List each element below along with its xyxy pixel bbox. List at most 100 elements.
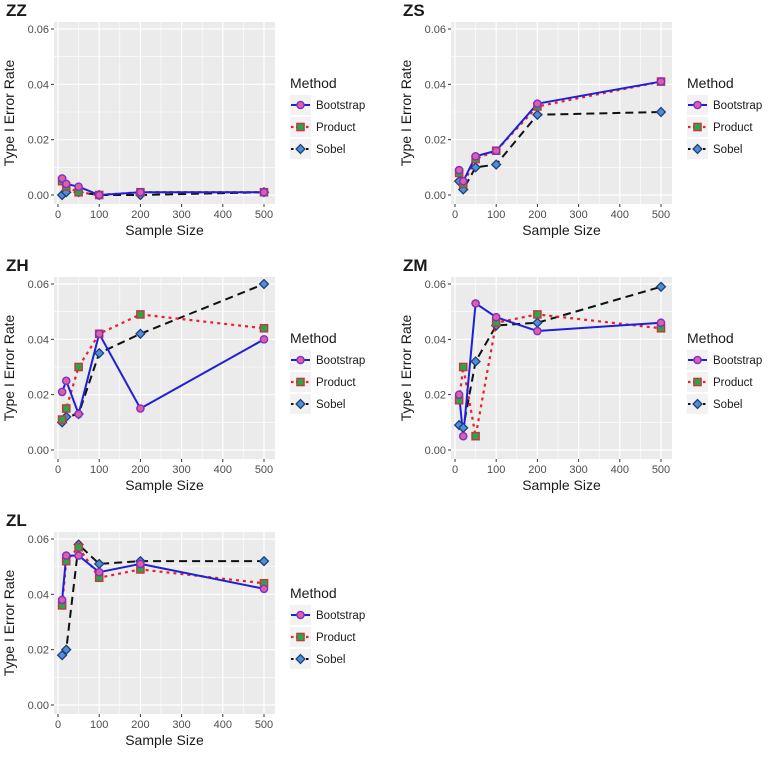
x-tick-label: 0	[452, 209, 458, 221]
legend-key-marker	[693, 122, 702, 132]
legend-key-marker	[295, 143, 306, 155]
chart-zl: ZL 0 100 200 300 400 500 0.00 0.02 0.04 0.06 Sample…	[1, 511, 365, 748]
legend-item-sobel: Sobel	[290, 394, 345, 414]
data-point-bootstrap	[94, 567, 104, 577]
legend-label: Sobel	[713, 144, 742, 156]
legend-item-sobel: Sobel	[687, 139, 742, 159]
legend-item-sobel: Sobel	[687, 394, 742, 414]
data-point-bootstrap	[61, 376, 71, 386]
data-point-bootstrap	[471, 151, 480, 161]
y-tick-label: 0.02	[28, 135, 49, 147]
legend-key-marker	[296, 100, 305, 110]
series-markers-bootstrap	[57, 329, 269, 419]
data-point-product	[533, 310, 542, 319]
data-point-bootstrap	[454, 390, 464, 399]
data-point-sobel	[490, 159, 502, 170]
legend-label: Sobel	[316, 144, 345, 156]
y-tick-label: 0.00	[28, 445, 49, 457]
y-tick-label: 0.02	[28, 645, 49, 657]
legend-key-marker	[296, 377, 305, 387]
x-tick-label: 500	[255, 719, 273, 731]
plot-background	[54, 532, 275, 714]
legend-label: Bootstrap	[713, 355, 762, 367]
legend-item-product: Product	[290, 372, 356, 392]
data-point-bootstrap	[491, 312, 501, 322]
x-tick-label: 500	[652, 464, 670, 476]
series-line-product	[61, 180, 264, 197]
data-point-sobel	[655, 281, 667, 293]
data-point-bootstrap	[136, 404, 145, 413]
x-tick-label: 400	[214, 209, 232, 221]
x-tick-label: 300	[172, 209, 190, 221]
y-tick-label: 0.06	[28, 279, 49, 291]
chart-zs: ZS 0 100 200 300 400 500 0.00 0.02 0.04 0.06 Sample…	[398, 1, 762, 238]
x-tick-label: 500	[255, 464, 273, 476]
series-markers-bootstrap	[57, 551, 269, 605]
data-point-bootstrap	[458, 431, 468, 441]
legend-item-bootstrap: Bootstrap	[290, 605, 365, 625]
data-point-bootstrap	[458, 176, 468, 186]
legend-item-sobel: Sobel	[290, 649, 345, 669]
data-point-sobel	[258, 555, 270, 567]
legend-key-marker	[692, 398, 703, 410]
legend-key-marker	[693, 100, 702, 110]
x-tick-label: 0	[55, 719, 61, 731]
y-tick-label: 0.00	[425, 190, 446, 202]
data-point-product	[136, 310, 145, 319]
x-tick-label: 300	[172, 464, 190, 476]
legend-label: Product	[713, 377, 753, 389]
legend-item-bootstrap: Bootstrap	[290, 350, 365, 370]
panel-zs: ZS 0 100 200 300 400 500 0.00 0.02 0.04 0.06 Sample…	[397, 0, 778, 250]
legend-title: Method	[687, 330, 734, 346]
legend-label: Bootstrap	[713, 100, 762, 112]
y-tick-label: 0.00	[28, 700, 49, 712]
data-point-product	[57, 415, 67, 424]
y-tick-label: 0.04	[425, 79, 446, 91]
y-tick-label: 0.04	[28, 589, 49, 601]
data-point-bootstrap	[259, 335, 269, 344]
panel-title: ZZ	[6, 1, 27, 20]
x-tick-label: 0	[55, 209, 61, 221]
data-point-sobel	[135, 328, 146, 340]
data-point-sobel	[258, 278, 270, 290]
data-point-bootstrap	[259, 187, 269, 197]
data-point-bootstrap	[74, 182, 83, 191]
data-point-sobel	[470, 356, 481, 367]
y-tick-label: 0.02	[28, 390, 49, 402]
legend-key-marker	[296, 610, 305, 620]
legend-label: Sobel	[316, 654, 345, 666]
y-axis-label: Type I Error Rate	[1, 59, 17, 166]
chart-zz: ZZ 0 100 200 300 400 500 0.00 0.02 0.04 0.06 Sample…	[1, 1, 365, 238]
y-axis-label: Type I Error Rate	[1, 314, 17, 421]
x-tick-label: 300	[569, 209, 587, 221]
y-tick-label: 0.06	[28, 24, 49, 36]
x-tick-label: 200	[131, 209, 149, 221]
legend-key-marker	[295, 653, 306, 665]
x-tick-label: 100	[90, 209, 108, 221]
plot-background	[54, 22, 275, 204]
data-point-product	[471, 431, 480, 441]
panel-title: ZM	[403, 256, 428, 275]
chart-zm: ZM 0 100 200 300 400 500 0.00 0.02 0.04 0.06 Sample…	[398, 256, 762, 493]
data-point-product	[74, 543, 83, 552]
data-point-sobel	[655, 106, 667, 118]
legend-label: Sobel	[713, 399, 742, 411]
x-tick-label: 0	[452, 464, 458, 476]
y-tick-label: 0.04	[28, 334, 49, 346]
legend-item-bootstrap: Bootstrap	[687, 350, 762, 370]
x-tick-label: 400	[611, 464, 629, 476]
legend-label: Bootstrap	[316, 355, 365, 367]
legend-label: Sobel	[316, 399, 345, 411]
data-point-product	[259, 323, 269, 333]
data-point-bootstrap	[656, 77, 666, 86]
series-markers-bootstrap	[454, 299, 666, 441]
x-tick-label: 200	[528, 464, 546, 476]
series-markers-product	[57, 543, 269, 610]
series-markers-bootstrap	[454, 77, 666, 186]
legend-key-marker	[692, 143, 703, 155]
y-tick-label: 0.02	[425, 390, 446, 402]
legend-item-product: Product	[290, 627, 356, 647]
panel-title: ZL	[6, 511, 27, 530]
data-point-product	[61, 404, 71, 413]
data-point-bootstrap	[533, 326, 542, 336]
